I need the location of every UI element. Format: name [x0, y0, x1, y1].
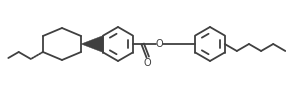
Text: O: O	[144, 58, 152, 68]
Text: O: O	[156, 39, 164, 49]
Polygon shape	[81, 36, 103, 53]
